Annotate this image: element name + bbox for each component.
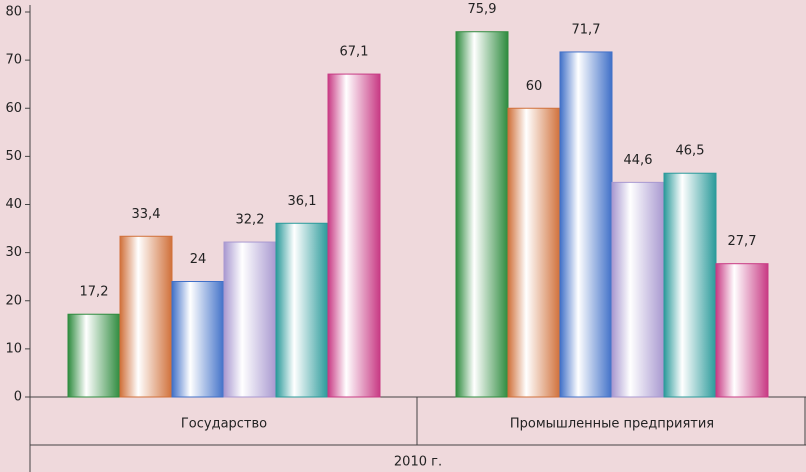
bar: [327, 73, 381, 398]
y-tick-label: 10: [5, 341, 22, 356]
data-label: 24: [190, 252, 207, 267]
data-label: 46,5: [676, 144, 705, 159]
data-label: 44,6: [624, 153, 653, 168]
y-tick-label: 60: [5, 101, 22, 116]
x-tick-label: Промышленные предприятия: [510, 417, 714, 432]
bar: [715, 263, 769, 398]
data-label: 71,7: [572, 22, 601, 37]
x-tick-label: Государство: [181, 417, 267, 432]
bar: [559, 51, 613, 398]
data-label: 33,4: [132, 207, 161, 222]
data-label: 75,9: [468, 2, 497, 17]
y-tick-label: 70: [5, 53, 22, 68]
data-label: 67,1: [340, 45, 369, 60]
data-label: 36,1: [288, 194, 317, 209]
x-axis-title: 2010 г.: [394, 455, 442, 470]
bar: [455, 31, 509, 398]
bar: [275, 222, 329, 398]
data-label: 60: [526, 79, 543, 94]
y-tick-label: 30: [5, 245, 22, 260]
y-tick-label: 50: [5, 149, 22, 164]
bar: [611, 181, 665, 398]
bar: [223, 241, 277, 398]
y-tick-label: 80: [5, 5, 22, 20]
y-tick-label: 40: [5, 197, 22, 212]
data-label: 27,7: [728, 234, 757, 249]
y-tick-label: 20: [5, 293, 22, 308]
bar: [507, 107, 561, 398]
y-tick-label: 0: [14, 390, 22, 405]
bar: [119, 235, 173, 398]
bar: [171, 281, 225, 398]
data-label: 17,2: [80, 285, 109, 300]
bar: [67, 313, 121, 398]
data-label: 32,2: [236, 213, 265, 228]
bar: [663, 172, 717, 398]
